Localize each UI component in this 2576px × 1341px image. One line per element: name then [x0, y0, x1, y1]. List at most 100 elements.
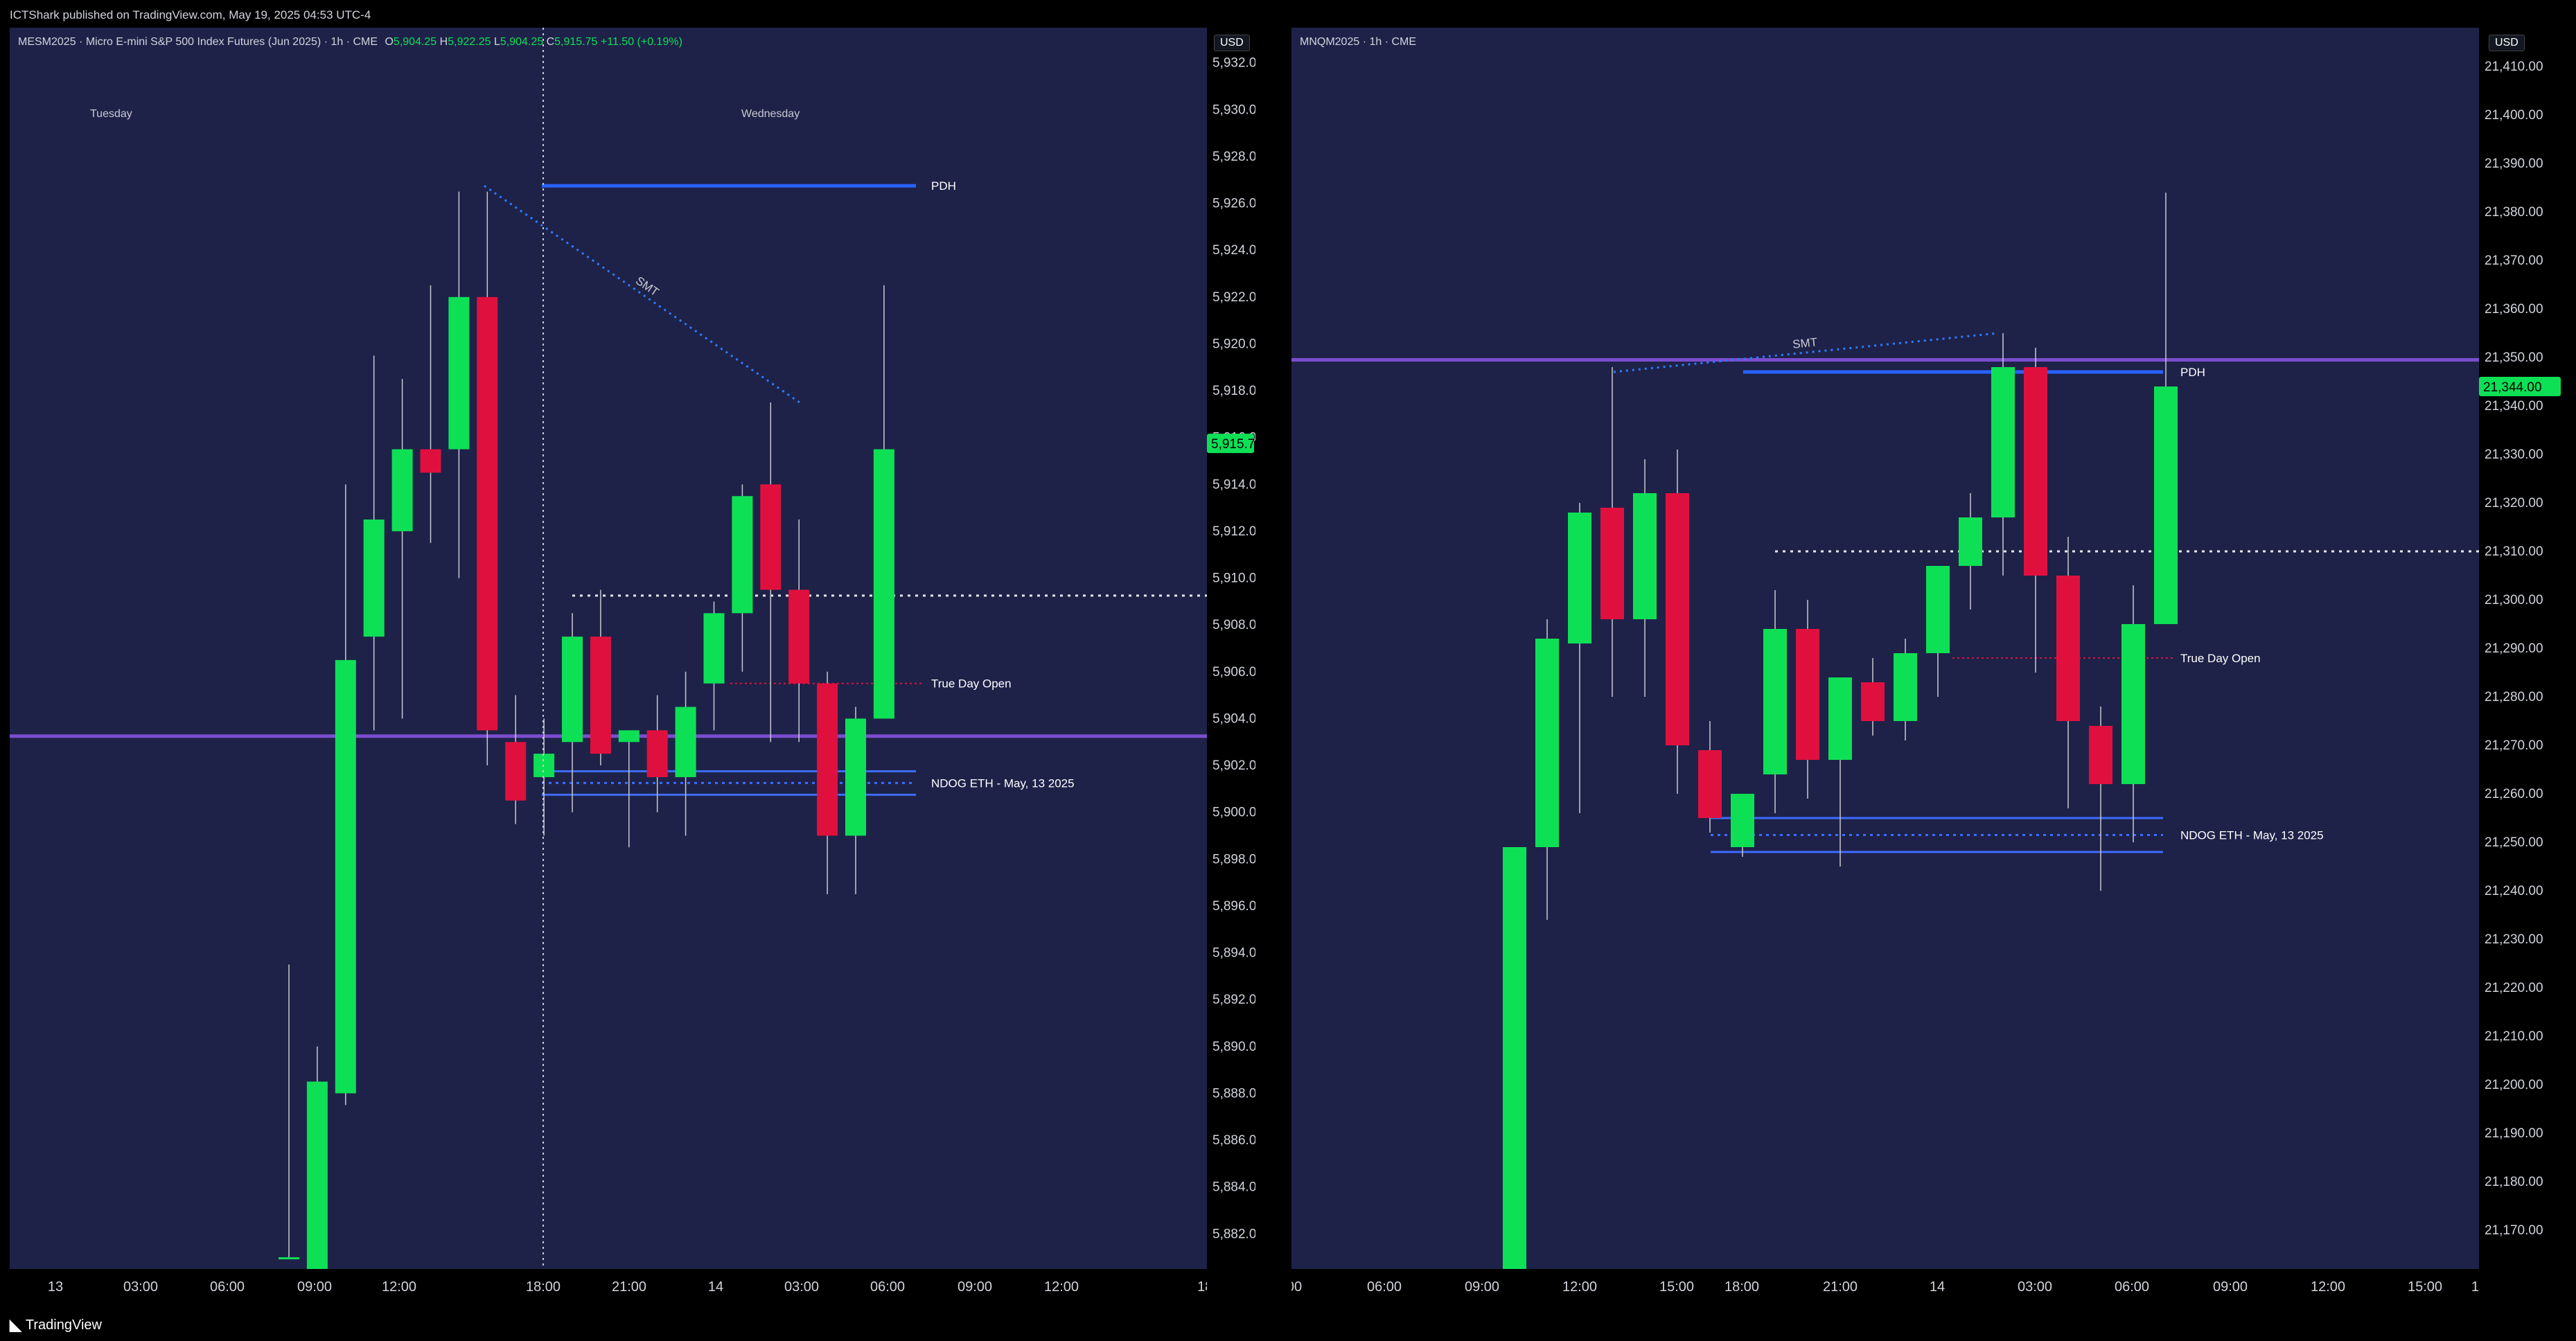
candle-body-up — [279, 1257, 299, 1260]
x-tick-label: 09:00 — [958, 1279, 992, 1295]
time-axis-mes[interactable]: 13 03:00 06:00 09:00 12:00 18:00 21:00 14 03:00 0… — [10, 1269, 1255, 1302]
candle-body-up — [1926, 566, 1950, 653]
y-tick-label: 21,370.00 — [2485, 254, 2543, 268]
y-tick-label: 21,240.00 — [2485, 884, 2543, 898]
candle-body-down — [590, 637, 611, 754]
x-tick-label: 18 — [2471, 1279, 2479, 1295]
candle-body-down — [1861, 682, 1885, 721]
y-tick-label: 21,390.00 — [2485, 157, 2543, 171]
candle-body-up — [845, 718, 866, 836]
candle-body-up — [562, 637, 583, 743]
y-tick-label: 21,400.00 — [2485, 108, 2543, 123]
candle-body-down — [646, 730, 668, 777]
y-tick-label: 5,884.00 — [1212, 1180, 1255, 1195]
candle-body-down — [1600, 508, 1624, 619]
pdh-label: PDH — [931, 179, 956, 193]
candle-body-up — [533, 754, 555, 777]
x-tick-label: 14 — [708, 1279, 723, 1295]
tradingview-logo-icon: ◣ — [10, 1316, 21, 1333]
x-tick-label: 18: — [1197, 1279, 1207, 1295]
y-tick-label: 5,912.00 — [1212, 524, 1255, 539]
y-tick-label: 21,180.00 — [2485, 1175, 2543, 1189]
y-tick-label: 5,906.00 — [1212, 665, 1255, 680]
day-label-tuesday: Tuesday — [90, 108, 132, 120]
ohlc-change: +11.50 (+0.19%) — [600, 36, 682, 48]
y-tick-label: 21,360.00 — [2485, 302, 2543, 317]
candle-body-up — [363, 519, 385, 637]
smt-label: SMT — [1792, 335, 1818, 351]
chart-pane-mnq[interactable]: PDH True Day Open NDOG ETH - May, 13 2025 S… — [1287, 28, 2566, 1302]
y-tick-label: 21,250.00 — [2485, 835, 2543, 850]
candle-body-up — [306, 1081, 328, 1269]
x-tick-label: 09:00 — [297, 1279, 332, 1295]
y-tick-label: 5,908.00 — [1212, 618, 1255, 632]
y-tick-label: 5,888.00 — [1212, 1086, 1255, 1101]
candle-body-up — [1959, 517, 1982, 566]
candle-body-up — [2154, 387, 2178, 624]
x-tick-label: 00 — [1291, 1279, 1302, 1295]
candle-body-down — [2089, 726, 2112, 784]
candle-body-down — [2056, 576, 2080, 721]
candle-body-up — [675, 707, 696, 777]
price-axis-mnq[interactable]: 21,410.00 21,400.00 21,390.00 21,380.00 21,3… — [2479, 28, 2566, 1269]
x-tick-label: 13 — [48, 1279, 63, 1295]
time-axis-mnq[interactable]: 00 06:00 09:00 12:00 15:00 18:00 21:00 14 03:00 0… — [1287, 1269, 2487, 1302]
plot-area-mnq[interactable]: PDH True Day Open NDOG ETH - May, 13 2025 S… — [1291, 28, 2479, 1269]
candle-body-up — [1535, 639, 1559, 847]
y-tick-label: 5,928.00 — [1212, 150, 1255, 164]
candle-body-up — [448, 296, 470, 450]
true-day-open-label: True Day Open — [2180, 652, 2261, 665]
y-tick-label: 5,932.00 — [1212, 56, 1255, 71]
tradingview-footer[interactable]: ◣ TradingView — [10, 1316, 102, 1334]
candlestick-chart-mnq[interactable]: PDH True Day Open NDOG ETH - May, 13 2025 S… — [1291, 28, 2479, 1269]
candle-body-up — [1633, 493, 1657, 619]
candle-body-up — [1731, 794, 1754, 847]
candlestick-chart-mes[interactable]: PDH True Day Open NDOG ETH - May, 13 2025 S… — [10, 28, 1207, 1269]
x-tick-label: 21:00 — [612, 1279, 646, 1295]
chart-pane-mes[interactable]: PDH True Day Open NDOG ETH - May, 13 2025 S… — [10, 28, 1264, 1302]
candle-body-down — [2024, 367, 2047, 576]
y-tick-label: 21,290.00 — [2485, 641, 2543, 656]
x-tick-label: 21:00 — [1823, 1279, 1858, 1295]
currency-badge-mes[interactable]: USD — [1214, 35, 1250, 51]
candle-body-up — [618, 730, 639, 743]
ndog-label: NDOG ETH - May, 13 2025 — [931, 776, 1075, 790]
plot-area-mes[interactable]: PDH True Day Open NDOG ETH - May, 13 2025 S… — [10, 28, 1207, 1269]
x-tick-label: 15:00 — [1659, 1279, 1694, 1295]
y-tick-label: 21,260.00 — [2485, 787, 2543, 801]
y-tick-label: 21,270.00 — [2485, 738, 2543, 753]
y-tick-label: 5,882.00 — [1212, 1227, 1255, 1241]
x-tick-label: 03:00 — [2018, 1279, 2052, 1295]
y-tick-label: 5,926.00 — [1212, 197, 1255, 211]
x-tick-label: 09:00 — [2213, 1279, 2248, 1295]
last-price-label: 21,344.00 — [2483, 380, 2542, 395]
candle-body-down — [1796, 629, 1819, 760]
y-tick-label: 21,410.00 — [2485, 60, 2543, 74]
ohlc-l-value: 5,904.25 — [500, 36, 544, 48]
currency-badge-mnq[interactable]: USD — [2489, 35, 2525, 51]
y-tick-label: 21,190.00 — [2485, 1126, 2543, 1141]
smt-line — [484, 184, 800, 404]
last-price-label: 5,915.75 — [1211, 437, 1255, 452]
candle-body-up — [335, 659, 356, 1094]
candle-body-up — [1568, 513, 1591, 643]
candle-body-down — [477, 296, 498, 731]
price-axis-mes[interactable]: 5,932.00 5,930.00 5,928.00 5,926.00 5,924.00… — [1207, 28, 1264, 1269]
y-tick-label: 5,886.00 — [1212, 1133, 1255, 1148]
ndog-label: NDOG ETH - May, 13 2025 — [2180, 829, 2324, 842]
y-tick-label: 21,200.00 — [2485, 1078, 2543, 1092]
true-day-open-label: True Day Open — [931, 677, 1012, 691]
x-tick-label: 12:00 — [382, 1279, 416, 1295]
x-tick-label: 12:00 — [1044, 1279, 1079, 1295]
candle-body-up — [2121, 624, 2145, 784]
y-tick-label: 21,280.00 — [2485, 690, 2543, 704]
ohlc-o-label: O — [385, 36, 394, 48]
y-tick-label: 5,920.00 — [1212, 337, 1255, 351]
x-tick-label: 06:00 — [210, 1279, 245, 1295]
candle-body-up — [703, 613, 725, 684]
footer-brand: TradingView — [25, 1317, 102, 1333]
x-tick-label: 12:00 — [2311, 1279, 2345, 1295]
candle-body-down — [505, 742, 527, 801]
x-tick-label: 03:00 — [123, 1279, 158, 1295]
y-tick-label: 5,922.00 — [1212, 290, 1255, 305]
